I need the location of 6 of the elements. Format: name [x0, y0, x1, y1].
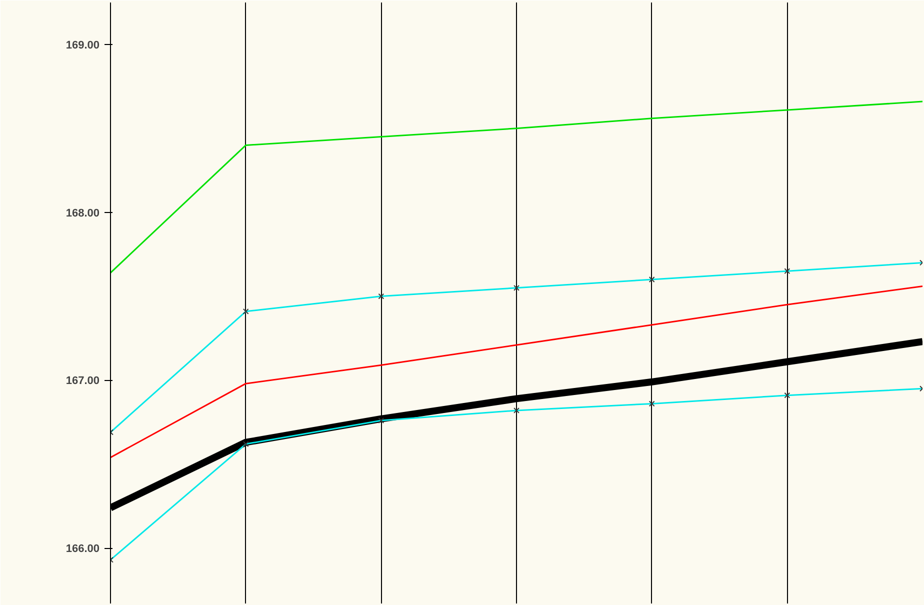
y-tick-label: 168.00 [66, 207, 100, 220]
y-tick-label: 166.00 [66, 543, 100, 556]
line-series [110, 100, 922, 274]
y-tick-label: 167.00 [66, 375, 100, 388]
y-tick-label: 169.00 [66, 39, 100, 52]
line-series [110, 285, 922, 458]
